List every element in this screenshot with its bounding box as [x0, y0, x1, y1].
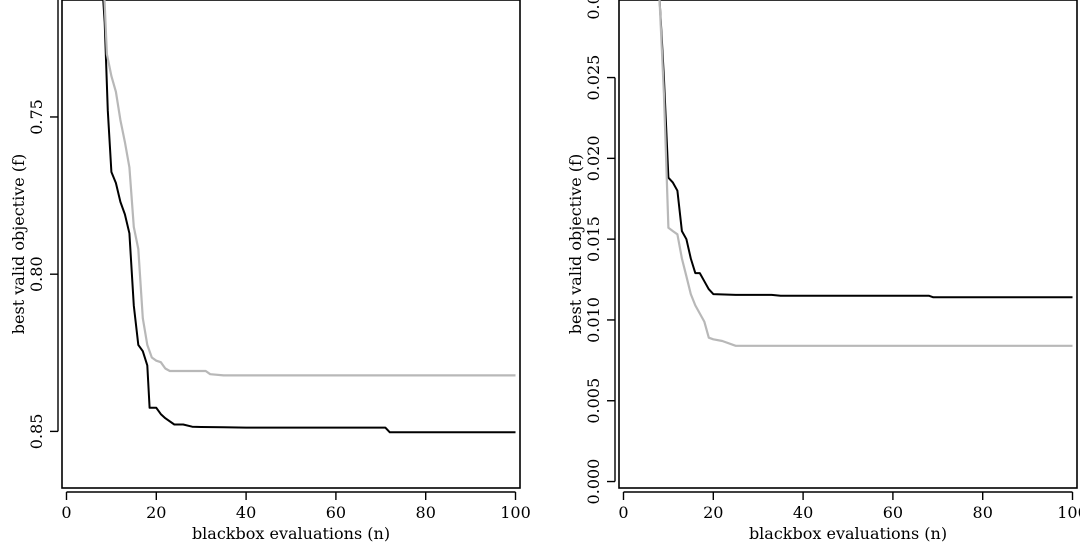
- right-y-tick-label: 0.020: [584, 135, 603, 181]
- right-y-tick-label: 0.000: [584, 459, 603, 505]
- left-x-tick-label: 40: [236, 503, 256, 522]
- right-series-group: [658, 0, 1073, 347]
- right-y-tick-label: 0.025: [584, 55, 603, 101]
- left-x-axis-label: blackbox evaluations (n): [192, 524, 390, 543]
- right-x-axis-label: blackbox evaluations (n): [749, 524, 947, 543]
- right-y-tick-label: 0.015: [584, 216, 603, 262]
- right-x-tick-label: 100: [1057, 503, 1080, 522]
- right-y-tick-label: 0.005: [584, 378, 603, 424]
- left-y-tick-label: 0.85: [27, 414, 46, 450]
- right-series-line-0: [658, 0, 1073, 299]
- right-x-tick-label: 60: [883, 503, 903, 522]
- left-y-axis-label: best valid objective (f): [9, 154, 28, 334]
- right-series-line-1: [658, 0, 1073, 347]
- right-plot-frame: [618, 0, 1078, 489]
- right-chart-panel: 0 20 40 60 80 100 0.000 0.005 0.010 0.015 0.020 0.0…: [566, 0, 1080, 543]
- left-series-line-1: [103, 0, 516, 377]
- left-x-tick-label: 0: [61, 503, 71, 522]
- left-y-tick-label: 0.75: [27, 99, 46, 135]
- left-x-tick-label: 60: [326, 503, 346, 522]
- left-x-tick-label: 20: [146, 503, 166, 522]
- right-y-tick-label: 0.030: [584, 0, 603, 20]
- left-y-tick-label: 0.80: [27, 256, 46, 292]
- right-x-tick-label: 0: [618, 503, 628, 522]
- right-axes: 0 20 40 60 80 100 0.000 0.005 0.010 0.015 0.020 0.0…: [584, 0, 1080, 522]
- left-series-group: [102, 0, 516, 434]
- right-x-tick-label: 20: [703, 503, 723, 522]
- left-plot-frame: [61, 0, 521, 489]
- right-x-tick-label: 80: [973, 503, 993, 522]
- left-series-line-0: [102, 0, 516, 434]
- right-y-axis-label: best valid objective (f): [566, 154, 585, 334]
- left-x-tick-label: 80: [416, 503, 436, 522]
- right-y-tick-label: 0.010: [584, 297, 603, 343]
- left-x-tick-label: 100: [500, 503, 531, 522]
- right-x-tick-label: 40: [793, 503, 813, 522]
